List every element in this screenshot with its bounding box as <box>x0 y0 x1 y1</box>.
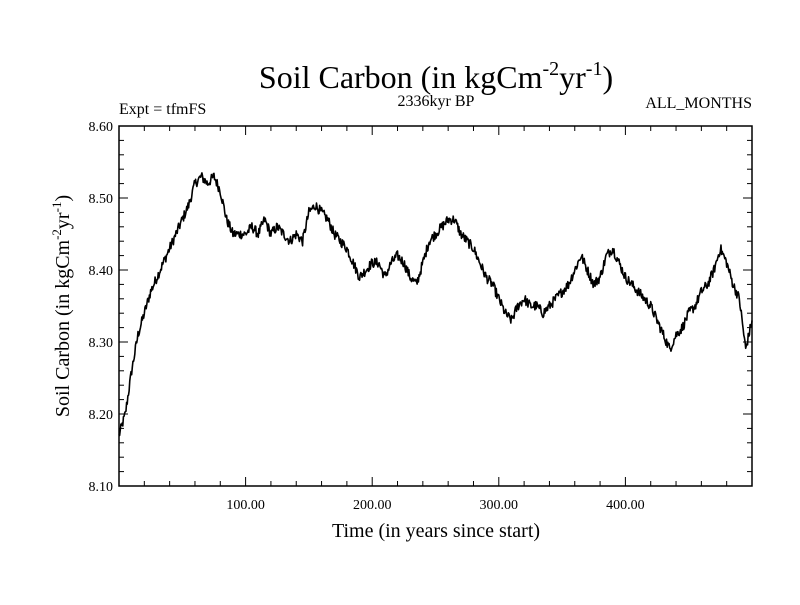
subtitle-left: Expt = tfmFS <box>119 101 206 118</box>
x-tick-label: 200.00 <box>353 498 392 513</box>
x-axis-label: Time (in years since start) <box>332 520 540 542</box>
y-tick-label: 8.20 <box>89 408 114 423</box>
chart-title: Soil Carbon (in kgCm-2yr-1) <box>259 58 613 95</box>
y-tick-labels: 8.10 8.20 8.30 8.40 8.50 8.60 <box>89 120 114 495</box>
x-tick-label: 300.00 <box>480 498 519 513</box>
y-tick-label: 8.60 <box>89 120 114 135</box>
x-tick-labels: 100.00 200.00 300.00 400.00 <box>226 498 644 513</box>
subtitle-center: 2336kyr BP <box>398 93 475 110</box>
x-tick-label: 400.00 <box>606 498 645 513</box>
y-axis-label: Soil Carbon (in kgCm-2yr-1) <box>49 195 74 417</box>
x-tick-label: 100.00 <box>226 498 265 513</box>
y-tick-label: 8.40 <box>89 264 114 279</box>
y-tick-label: 8.30 <box>89 336 114 351</box>
series-line <box>118 172 753 437</box>
y-tick-label: 8.50 <box>89 192 114 207</box>
series-group <box>118 172 753 437</box>
subtitle-right: ALL_MONTHS <box>645 95 752 112</box>
y-tick-label: 8.10 <box>89 480 114 495</box>
plot-frame <box>118 125 753 487</box>
axis-ticks <box>119 125 752 487</box>
